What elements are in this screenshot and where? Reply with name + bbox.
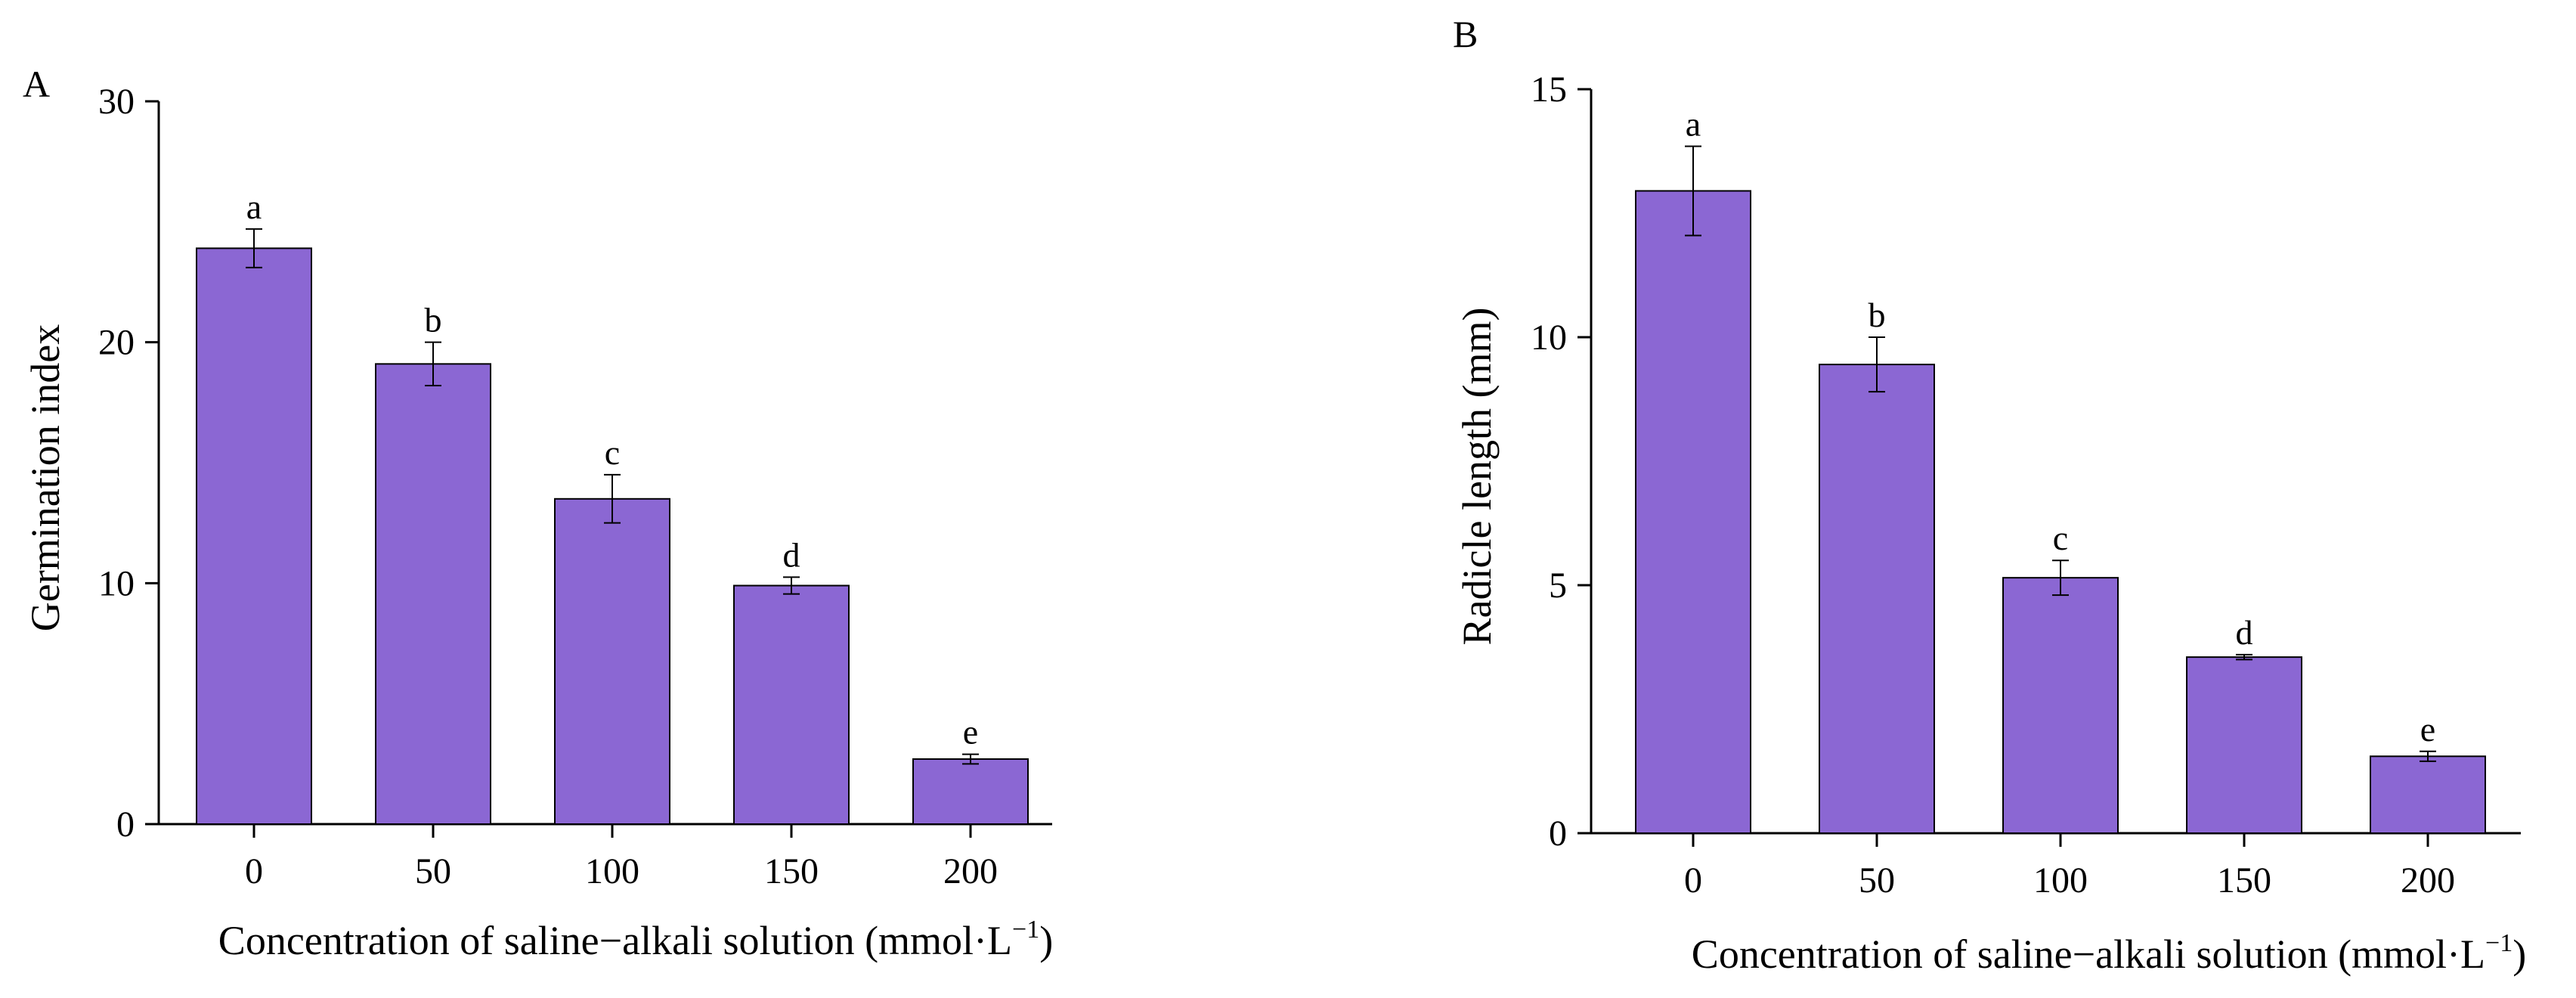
bar (2370, 755, 2486, 835)
significance-letter: c (2053, 519, 2068, 557)
x-axis-title: Concentration of saline−alkali solution … (1692, 929, 2526, 977)
panel-b: B 0 5 10 15 a 0 b 50 c 100 d 150 e 200 Radicle length (… (1453, 13, 2526, 977)
significance-letter: b (1869, 296, 1886, 334)
significance-letter: e (2420, 710, 2435, 748)
bar (2186, 656, 2302, 834)
x-tick-label: 0 (245, 851, 263, 891)
bar (196, 247, 312, 825)
x-axis-title-main: Concentration of saline−alkali solution … (1692, 931, 2485, 977)
x-tick-label: 0 (1684, 860, 1702, 900)
x-tick-label: 150 (764, 851, 819, 891)
x-axis-title-end: ) (2513, 931, 2526, 977)
y-tick-label: 10 (98, 563, 135, 603)
x-axis-title: Concentration of saline−alkali solution … (218, 916, 1053, 963)
significance-letter: d (783, 535, 800, 574)
x-tick-label: 200 (943, 851, 998, 891)
x-tick-label: 100 (2033, 860, 2088, 900)
x-axis-title-main: Concentration of saline−alkali solution … (218, 918, 1012, 963)
y-axis-title: Germination index (23, 324, 68, 631)
significance-letter: b (425, 301, 442, 339)
significance-letter: a (246, 188, 262, 226)
panel-a: A 0 10 20 30 a 0 b 50 c 100 d 150 e 200 Germination ind… (23, 63, 1053, 963)
x-tick-label: 50 (1859, 860, 1895, 900)
y-tick-label: 30 (98, 82, 135, 122)
x-axis-title-end: ) (1039, 918, 1053, 963)
y-tick-label: 5 (1549, 566, 1567, 606)
bar (1819, 364, 1935, 834)
significance-letter: e (963, 713, 978, 752)
y-tick-label: 0 (116, 804, 135, 845)
bar (912, 758, 1029, 826)
x-tick-label: 100 (585, 851, 639, 891)
y-tick-label: 10 (1531, 318, 1567, 358)
y-tick-label: 0 (1549, 814, 1567, 854)
bar (554, 497, 670, 825)
panel-letter: A (23, 63, 50, 105)
bar (375, 363, 491, 825)
x-tick-label: 150 (2217, 860, 2271, 900)
significance-letter: a (1686, 104, 1701, 143)
x-axis-title-superscript: −1 (2485, 929, 2513, 957)
y-tick-label: 20 (98, 323, 135, 363)
y-axis-title: Radicle length (mm) (1454, 308, 1500, 646)
bar (2002, 577, 2119, 834)
panel-letter: B (1453, 13, 1478, 55)
x-axis-title-superscript: −1 (1012, 916, 1039, 944)
y-tick-label: 15 (1531, 70, 1567, 110)
x-tick-label: 50 (415, 851, 451, 891)
bar (1635, 190, 1751, 835)
significance-letter: d (2236, 613, 2253, 652)
x-tick-label: 200 (2401, 860, 2455, 900)
significance-letter: c (605, 433, 620, 472)
bar (733, 584, 850, 826)
